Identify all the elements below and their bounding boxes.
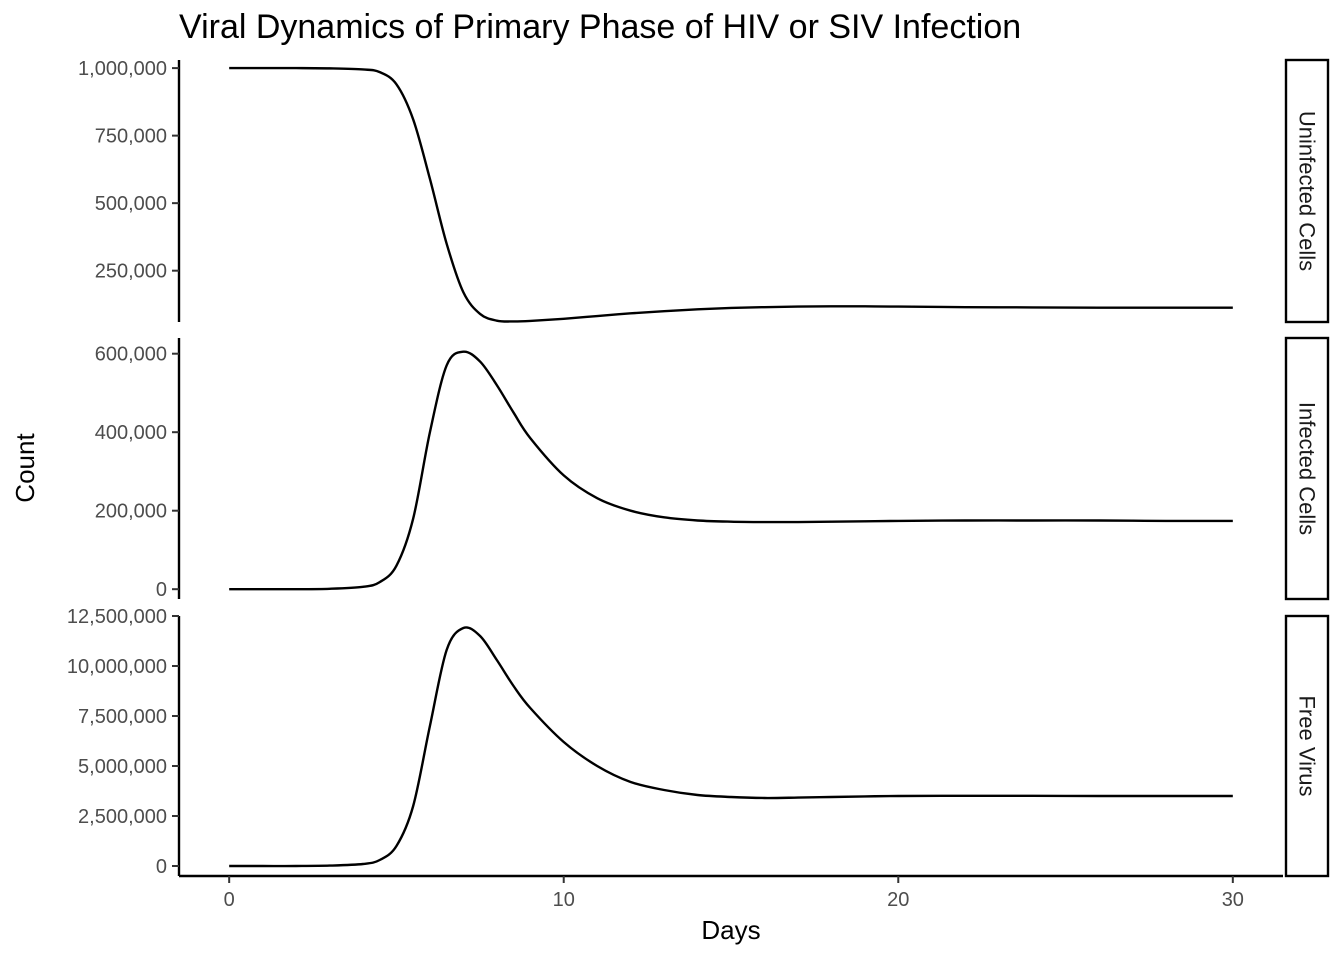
x-axis-title: Days <box>701 915 760 945</box>
x-tick-label: 30 <box>1222 889 1244 911</box>
y-axis-title: Count <box>10 433 40 503</box>
facet-virus: 0 2,500,000 5,000,000 7,500,000 10,000,000 12… <box>67 606 1328 878</box>
facet-infected: 0 200,000 400,000 600,000 Infected Cells <box>95 338 1328 601</box>
y-tick-label-virus: 0 <box>156 856 167 878</box>
y-tick-label-virus: 12,500,000 <box>67 606 167 628</box>
series-line-virus <box>229 627 1233 866</box>
y-tick-label-infected: 200,000 <box>95 501 167 523</box>
y-tick-label-uninfected: 250,000 <box>95 261 167 283</box>
y-tick-label-virus: 7,500,000 <box>78 706 167 728</box>
y-tick-label-virus: 2,500,000 <box>78 806 167 828</box>
y-tick-label-infected: 0 <box>156 579 167 601</box>
series-line-uninfected <box>229 68 1233 321</box>
y-tick-label-uninfected: 750,000 <box>95 126 167 148</box>
y-tick-label-virus: 5,000,000 <box>78 756 167 778</box>
chart-title: Viral Dynamics of Primary Phase of HIV o… <box>179 8 1021 46</box>
series-line-infected <box>229 352 1233 590</box>
y-tick-label-infected: 600,000 <box>95 344 167 366</box>
strip-label-virus: Free Virus <box>1295 695 1320 796</box>
facet-uninfected: 250,000 500,000 750,000 1,000,000 Uninfected… <box>78 58 1328 322</box>
x-tick-label: 0 <box>224 889 235 911</box>
y-tick-label-uninfected: 500,000 <box>95 193 167 215</box>
strip-label-uninfected: Uninfected Cells <box>1295 111 1320 271</box>
facet-panels: 250,000 500,000 750,000 1,000,000 Uninfected… <box>67 58 1328 911</box>
y-tick-label-uninfected: 1,000,000 <box>78 58 167 80</box>
y-tick-label-virus: 10,000,000 <box>67 656 167 678</box>
strip-label-infected: Infected Cells <box>1295 402 1320 535</box>
y-tick-label-infected: 400,000 <box>95 422 167 444</box>
x-axis: 0 10 20 30 <box>179 876 1283 911</box>
x-tick-label: 10 <box>553 889 575 911</box>
x-tick-label: 20 <box>887 889 909 911</box>
